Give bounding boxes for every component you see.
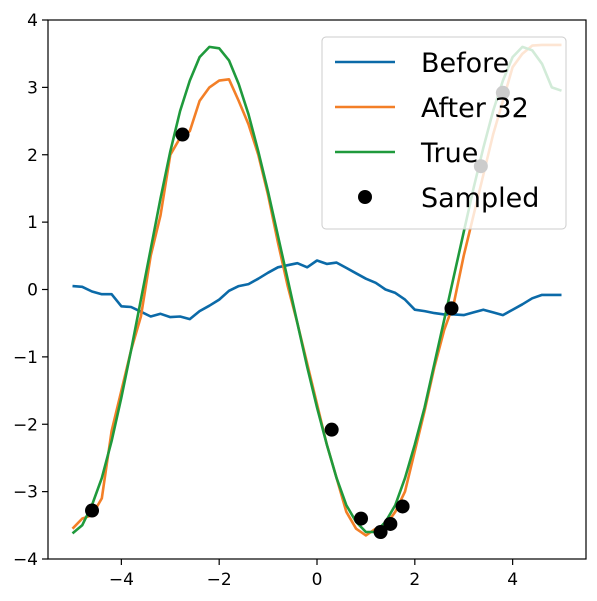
x-tick-label: −2 bbox=[207, 570, 232, 590]
y-tick-label: 2 bbox=[27, 146, 38, 166]
sampled-point bbox=[383, 516, 398, 531]
x-tick-label: 2 bbox=[409, 570, 420, 590]
x-tick-label: 4 bbox=[507, 570, 518, 590]
y-tick-label: 3 bbox=[27, 78, 38, 98]
legend-swatch bbox=[358, 190, 372, 204]
sampled-point bbox=[85, 503, 100, 518]
y-tick-label: 4 bbox=[27, 11, 38, 31]
y-tick-label: −2 bbox=[13, 415, 38, 435]
sampled-point bbox=[175, 127, 190, 142]
sampled-point bbox=[354, 511, 369, 526]
x-tick-label: 0 bbox=[312, 570, 323, 590]
sampled-point bbox=[444, 301, 459, 316]
y-tick-label: −1 bbox=[13, 348, 38, 368]
y-tick-label: 0 bbox=[27, 281, 38, 301]
legend: Before After 32 True Sampled bbox=[321, 36, 567, 230]
legend-label: Sampled bbox=[421, 183, 539, 214]
x-tick-label: −4 bbox=[109, 570, 134, 590]
y-tick-label: 1 bbox=[27, 213, 38, 233]
y-tick-label: −4 bbox=[13, 550, 38, 570]
y-axis: −4 −3 −2 −1 0 1 2 3 4 bbox=[13, 11, 48, 570]
legend-label: After 32 bbox=[421, 93, 529, 124]
legend-label: Before bbox=[421, 48, 509, 79]
x-axis: −4 −2 0 2 4 bbox=[109, 559, 518, 590]
series-line-before bbox=[72, 259, 562, 321]
legend-label: True bbox=[420, 138, 478, 169]
sampled-point bbox=[324, 422, 339, 437]
sampled-point bbox=[395, 499, 410, 514]
y-tick-label: −3 bbox=[13, 483, 38, 503]
legend-box bbox=[321, 36, 567, 230]
sampled-point bbox=[373, 525, 388, 540]
